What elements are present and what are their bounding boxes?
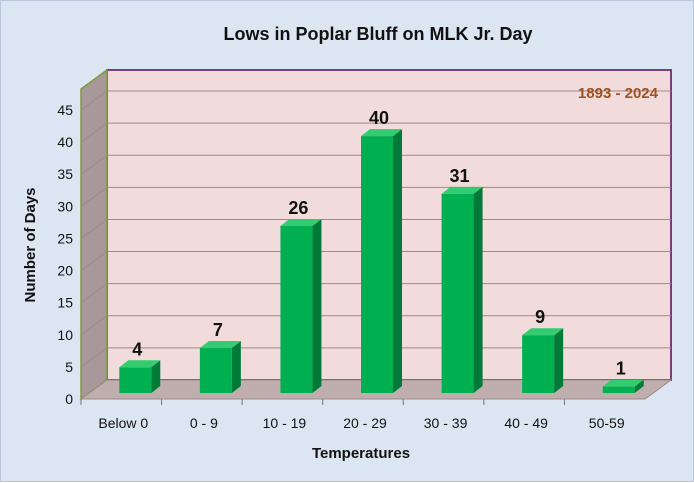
bar — [522, 335, 555, 393]
bar-top — [199, 341, 241, 349]
data-label: 26 — [288, 198, 308, 218]
gridline-side — [80, 347, 108, 368]
bar-top — [522, 328, 564, 336]
gridline-side — [80, 251, 108, 271]
bar-side — [554, 328, 564, 393]
x-tick-label: 30 - 39 — [424, 415, 468, 431]
gridline-side — [80, 90, 108, 111]
y-tick-label: 35 — [57, 166, 73, 182]
bar-side — [473, 186, 483, 393]
gridline-side — [80, 315, 108, 336]
y-tick-label: 20 — [57, 263, 73, 279]
x-tick-label: 20 - 29 — [343, 415, 387, 431]
x-tick-label: 0 - 9 — [190, 415, 218, 431]
gridline-side — [80, 154, 108, 175]
x-tick-label: Below 0 — [98, 415, 148, 431]
gridline-side — [80, 186, 108, 207]
y-axis-title: Number of Days — [22, 187, 39, 302]
data-label: 1 — [616, 359, 626, 379]
x-axis-title: Temperatures — [312, 445, 410, 462]
gridline-side — [80, 219, 108, 239]
y-tick-label: 5 — [65, 359, 73, 375]
gridline-side — [80, 122, 108, 143]
y-tick-label: 0 — [65, 391, 73, 407]
x-tick-label: 50-59 — [589, 415, 625, 431]
y-tick-label: 10 — [57, 327, 73, 343]
year-range-annotation: 1893 - 2024 — [578, 85, 659, 102]
bar-top — [119, 360, 161, 368]
plot-left-wall — [80, 68, 108, 401]
bar — [119, 367, 152, 393]
y-tick-label: 25 — [57, 230, 73, 246]
x-tick-label: 10 - 19 — [263, 415, 307, 431]
data-label: 7 — [213, 320, 223, 340]
gridline-side — [80, 283, 108, 304]
bar-top — [280, 219, 322, 227]
data-label: 4 — [132, 339, 142, 359]
bar-top — [361, 129, 402, 137]
data-label: 31 — [450, 166, 470, 186]
x-tick-label: 40 - 49 — [504, 415, 548, 431]
bar-top — [441, 186, 483, 194]
bar — [602, 386, 635, 393]
bar-side — [231, 341, 241, 393]
y-tick-label: 40 — [57, 134, 73, 150]
data-label: 40 — [369, 108, 389, 128]
bar-side — [151, 360, 161, 393]
bar — [441, 193, 474, 393]
y-tick-label: 45 — [57, 102, 73, 118]
bar — [199, 348, 232, 393]
chart-title: Lows in Poplar Bluff on MLK Jr. Day — [223, 24, 532, 44]
bar-side — [312, 219, 322, 393]
data-label: 9 — [535, 307, 545, 327]
bar-top — [602, 379, 644, 387]
bar-side — [393, 129, 402, 393]
bar-side — [634, 379, 644, 393]
bar — [361, 136, 393, 393]
y-tick-label: 30 — [57, 198, 73, 214]
bar — [280, 226, 313, 393]
y-tick-label: 15 — [57, 295, 73, 311]
